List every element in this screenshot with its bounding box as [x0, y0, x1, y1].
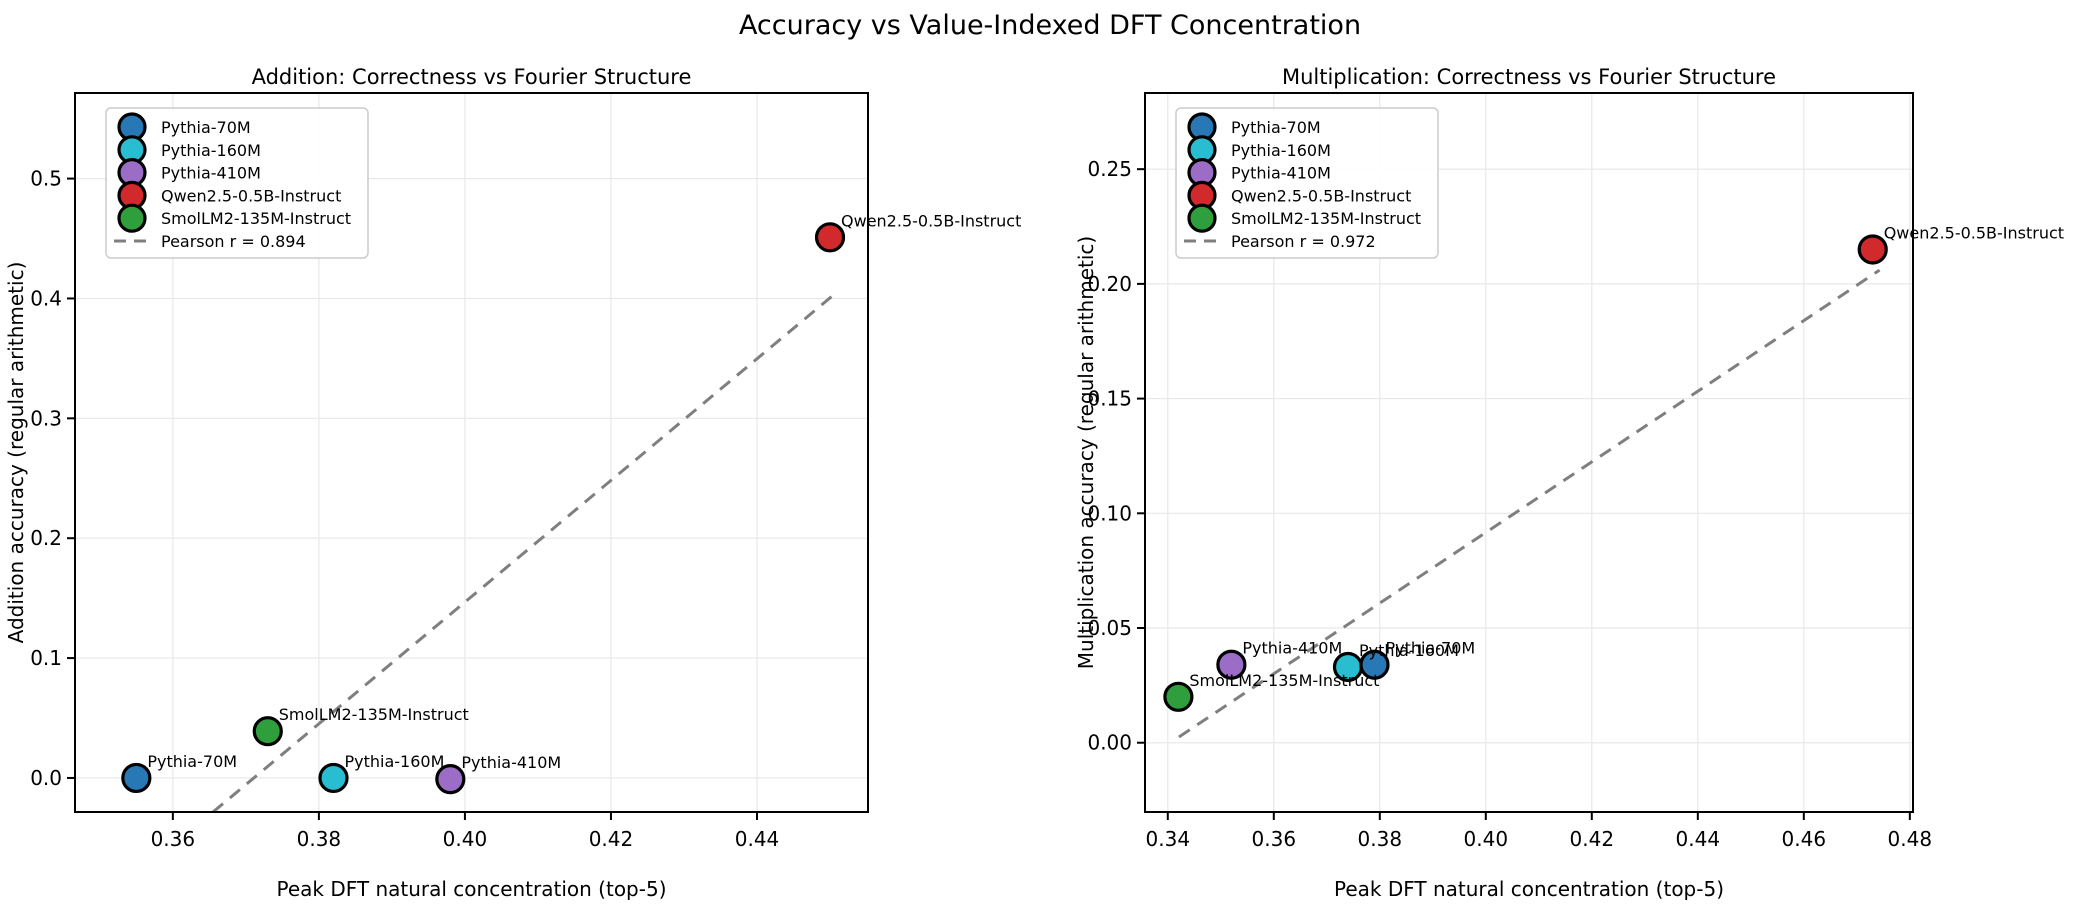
- x-tick-label: 0.44: [1676, 827, 1721, 851]
- legend: Pythia-70M Pythia-160M Pythia-410M Qwen2.5-…: [105, 107, 369, 259]
- y-tick-label: 0.1: [30, 646, 62, 670]
- plot-frame: [74, 92, 869, 813]
- point-label: Pythia-70M: [147, 752, 237, 771]
- plot-multiplication: 0.34 0.36 0.38 0.40 0.42 0.44 0.46 0.48 0.00 0.05…: [1074, 65, 2064, 901]
- y-axis-label: Addition accuracy (regular arithmetic): [4, 262, 28, 644]
- y-tick-label: 0.5: [30, 167, 62, 191]
- point-label: Pythia-70M: [1385, 639, 1475, 658]
- legend-item-label: Pythia-70M: [161, 118, 251, 137]
- legend-item-label: Pythia-70M: [1231, 118, 1321, 137]
- x-tick-label: 0.36: [151, 827, 196, 851]
- legend-item-label: Qwen2.5-0.5B-Instruct: [161, 186, 341, 205]
- legend-box: [105, 107, 369, 259]
- data-point: [1359, 649, 1390, 680]
- x-tick-label: 0.38: [297, 827, 342, 851]
- data-point: [814, 222, 846, 253]
- y-tick-label: 0.10: [1087, 501, 1132, 525]
- plot-addition: 0.36 0.38 0.40 0.42 0.44 0.0 0.1 0.2 0.3 0.4 0.5 Pe…: [4, 65, 1021, 901]
- data-point: [121, 762, 152, 794]
- point-label: Pythia-410M: [1242, 639, 1342, 658]
- legend-item-label: SmolLM2-135M-Instruct: [1231, 209, 1421, 228]
- y-tick-label: 0.15: [1087, 387, 1132, 411]
- point-label: Pythia-160M: [344, 752, 444, 771]
- subplot-title: Multiplication: Correctness vs Fourier S…: [1282, 65, 1776, 89]
- x-tick-label: 0.42: [589, 827, 634, 851]
- y-tick-label: 0.4: [30, 286, 62, 310]
- legend-item-label: SmolLM2-135M-Instruct: [161, 209, 351, 228]
- x-tick-label: 0.40: [1464, 827, 1509, 851]
- legend-box: [1175, 107, 1439, 259]
- data-point: [1216, 649, 1247, 680]
- x-tick-label: 0.48: [1888, 827, 1933, 851]
- x-tick-label: 0.44: [735, 827, 780, 851]
- legend-item-label: Qwen2.5-0.5B-Instruct: [1231, 186, 1411, 205]
- y-tick-label: 0.0: [30, 766, 62, 790]
- x-axis-label: Peak DFT natural concentration (top-5): [276, 877, 666, 900]
- data-point: [1163, 681, 1194, 712]
- legend-pearson-label: Pearson r = 0.894: [161, 232, 306, 251]
- point-label: Qwen2.5-0.5B-Instruct: [841, 211, 1021, 230]
- point-label: Pythia-160M: [1359, 641, 1459, 660]
- data-point: [1857, 234, 1888, 265]
- legend-pearson-label: Pearson r = 0.972: [1231, 232, 1376, 251]
- x-tick-label: 0.42: [1570, 827, 1615, 851]
- y-tick-label: 0.05: [1087, 616, 1132, 640]
- subplot-title: Addition: Correctness vs Fourier Structu…: [252, 65, 692, 89]
- legend-item-label: Pythia-410M: [161, 164, 261, 183]
- x-tick-label: 0.36: [1252, 827, 1297, 851]
- y-tick-label: 0.3: [30, 406, 62, 430]
- data-point: [435, 764, 466, 795]
- legend-item-label: Pythia-160M: [161, 141, 261, 160]
- legend-item-label: Pythia-160M: [1231, 141, 1331, 160]
- legend-item-label: Pythia-410M: [1231, 164, 1331, 183]
- x-tick-label: 0.38: [1358, 827, 1403, 851]
- figure-title: Accuracy vs Value-Indexed DFT Concentrat…: [739, 10, 1361, 41]
- point-label: SmolLM2-135M-Instruct: [279, 705, 469, 724]
- x-tick-label: 0.46: [1782, 827, 1827, 851]
- y-tick-label: 0.25: [1087, 157, 1132, 181]
- y-tick-label: 0.00: [1087, 731, 1132, 755]
- trend-line: [212, 294, 834, 814]
- legend-marker: [1187, 203, 1217, 233]
- x-tick-label: 0.34: [1146, 827, 1191, 851]
- plot-frame: [1144, 92, 1914, 813]
- point-label: Qwen2.5-0.5B-Instruct: [1884, 223, 2064, 242]
- legend-marker: [117, 203, 147, 233]
- legend: Pythia-70M Pythia-160M Pythia-410M Qwen2.5-…: [1175, 107, 1439, 259]
- point-label: SmolLM2-135M-Instruct: [1189, 671, 1379, 690]
- x-axis-label: Peak DFT natural concentration (top-5): [1334, 877, 1724, 900]
- y-tick-label: 0.2: [30, 526, 62, 550]
- y-axis-label: Multiplication accuracy (regular arithme…: [1074, 236, 1098, 669]
- subplots-group: 0.36 0.38 0.40 0.42 0.44 0.0 0.1 0.2 0.3 0.4 0.5 Pe…: [4, 65, 2064, 901]
- data-point: [252, 716, 283, 747]
- data-point: [318, 762, 349, 794]
- x-tick-label: 0.40: [443, 827, 488, 851]
- trend-line: [1178, 268, 1881, 739]
- point-label: Pythia-410M: [461, 753, 561, 772]
- y-tick-label: 0.20: [1087, 272, 1132, 296]
